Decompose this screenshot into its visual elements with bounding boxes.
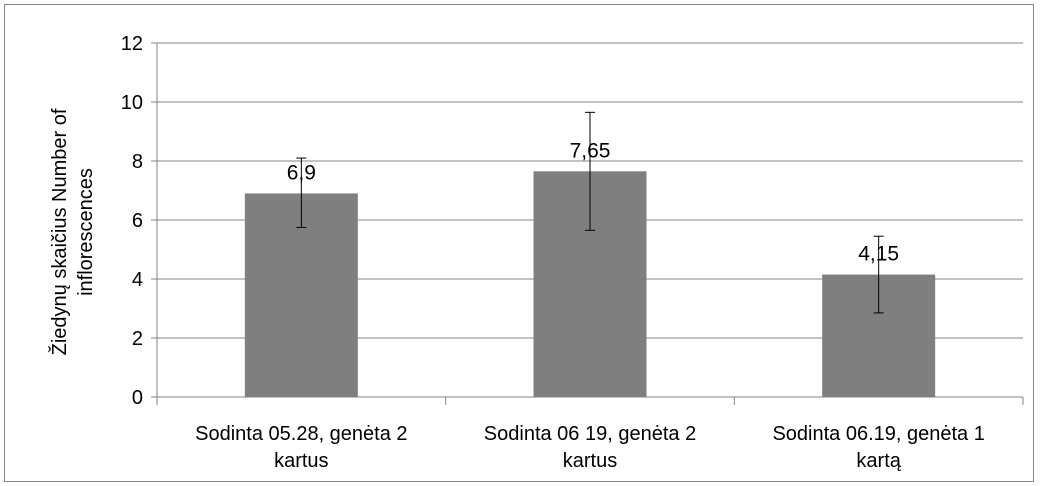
y-tick-label: 0 [132, 387, 143, 409]
x-category-label: Sodinta 05.28, genėta 2 [195, 423, 407, 445]
y-tick-label: 10 [121, 92, 143, 114]
data-label: 4,15 [858, 243, 899, 266]
y-tick-label: 4 [132, 269, 143, 291]
y-axis-title: Žiedynų skaičius Number of [48, 108, 71, 355]
x-category-label: kartus [563, 450, 617, 472]
y-tick-label: 12 [121, 33, 143, 55]
y-tick-label: 8 [132, 151, 143, 173]
y-tick-label: 2 [132, 328, 143, 350]
chart-frame [4, 4, 1034, 482]
y-tick-label: 6 [132, 210, 143, 232]
x-category-label: Sodinta 06 19, genėta 2 [484, 423, 696, 445]
y-axis-title: inflorescences [75, 168, 97, 296]
data-label: 7,65 [570, 139, 611, 162]
x-category-label: kartą [856, 450, 901, 472]
data-label: 6,9 [287, 161, 316, 184]
x-category-label: Sodinta 06.19, genėta 1 [772, 423, 984, 445]
x-category-label: kartus [274, 450, 328, 472]
